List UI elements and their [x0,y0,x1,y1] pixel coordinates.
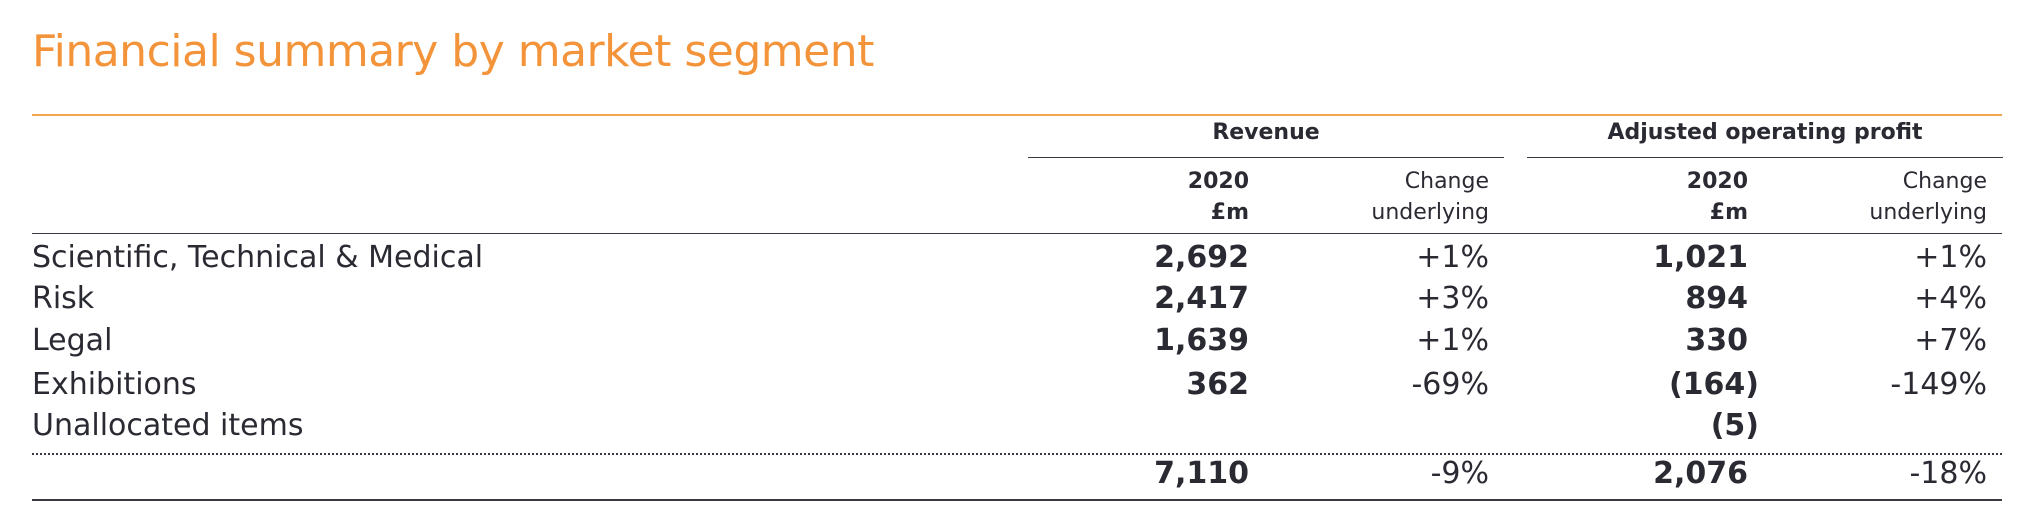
aop-value: 894 [1685,281,1748,316]
revenue-change: -69% [1411,367,1489,402]
table-row: Exhibitions 362 -69% (164) -149% [0,365,2020,405]
revenue-change-column-header: Change underlying [1371,166,1489,228]
aop-group-divider [1527,157,2003,158]
aop-change: +7% [1914,323,1987,358]
segment-label: Risk [32,281,95,316]
aop-value: 330 [1685,323,1748,358]
segment-label: Legal [32,323,113,358]
aop-year-header-line1: 2020 [1686,169,1748,194]
aop-year-column-header: 2020 £m [1687,166,1748,228]
revenue-value: 2,692 [1154,240,1249,275]
segment-label: Unallocated items [32,408,304,443]
table-row: Scientific, Technical & Medical 2,692 +1… [0,238,2020,278]
total-aop-change: -18% [1909,456,1987,491]
aop-change: +1% [1914,240,1987,275]
revenue-value: 362 [1186,367,1249,402]
title-divider [32,114,2002,116]
revenue-year-header-line1: 2020 [1187,169,1249,194]
revenue-value: 1,639 [1154,323,1249,358]
revenue-change-header-line1: Change [1404,169,1489,194]
revenue-change: +1% [1416,240,1489,275]
page-title: Financial summary by market segment [32,26,874,77]
segment-label: Scientific, Technical & Medical [32,240,484,275]
revenue-change: +3% [1416,281,1489,316]
revenue-group-header: Revenue [1212,120,1320,145]
revenue-year-column-header: 2020 £m [1188,166,1249,228]
total-aop-value: 2,076 [1653,456,1748,491]
revenue-group-divider [1028,157,1504,158]
table-row: Unallocated items (5) [0,406,2020,446]
table-row: Legal 1,639 +1% 330 +7% [0,321,2020,361]
revenue-change-header-line2: underlying [1371,200,1489,225]
total-dotted-divider [32,453,2002,455]
table-bottom-rule [32,499,2002,501]
header-divider [32,233,2002,234]
total-revenue-value: 7,110 [1154,456,1249,491]
aop-change-header-line1: Change [1902,169,1987,194]
revenue-year-header-line2: £m [1210,200,1249,225]
aop-year-header-line2: £m [1709,200,1748,225]
aop-change: +4% [1914,281,1987,316]
aop-value: 1,021 [1653,240,1748,275]
aop-change: -149% [1890,367,1987,402]
aop-value: (5) [1710,408,1759,443]
aop-value: (164) [1668,367,1759,402]
segment-label: Exhibitions [32,367,197,402]
total-row: 7,110 -9% 2,076 -18% [0,454,2020,494]
aop-change-header-line2: underlying [1869,200,1987,225]
table-row: Risk 2,417 +3% 894 +4% [0,279,2020,319]
adjusted-operating-profit-group-header: Adjusted operating profit [1607,120,1923,145]
revenue-value: 2,417 [1154,281,1249,316]
revenue-change: +1% [1416,323,1489,358]
aop-change-column-header: Change underlying [1869,166,1987,228]
total-revenue-change: -9% [1430,456,1489,491]
